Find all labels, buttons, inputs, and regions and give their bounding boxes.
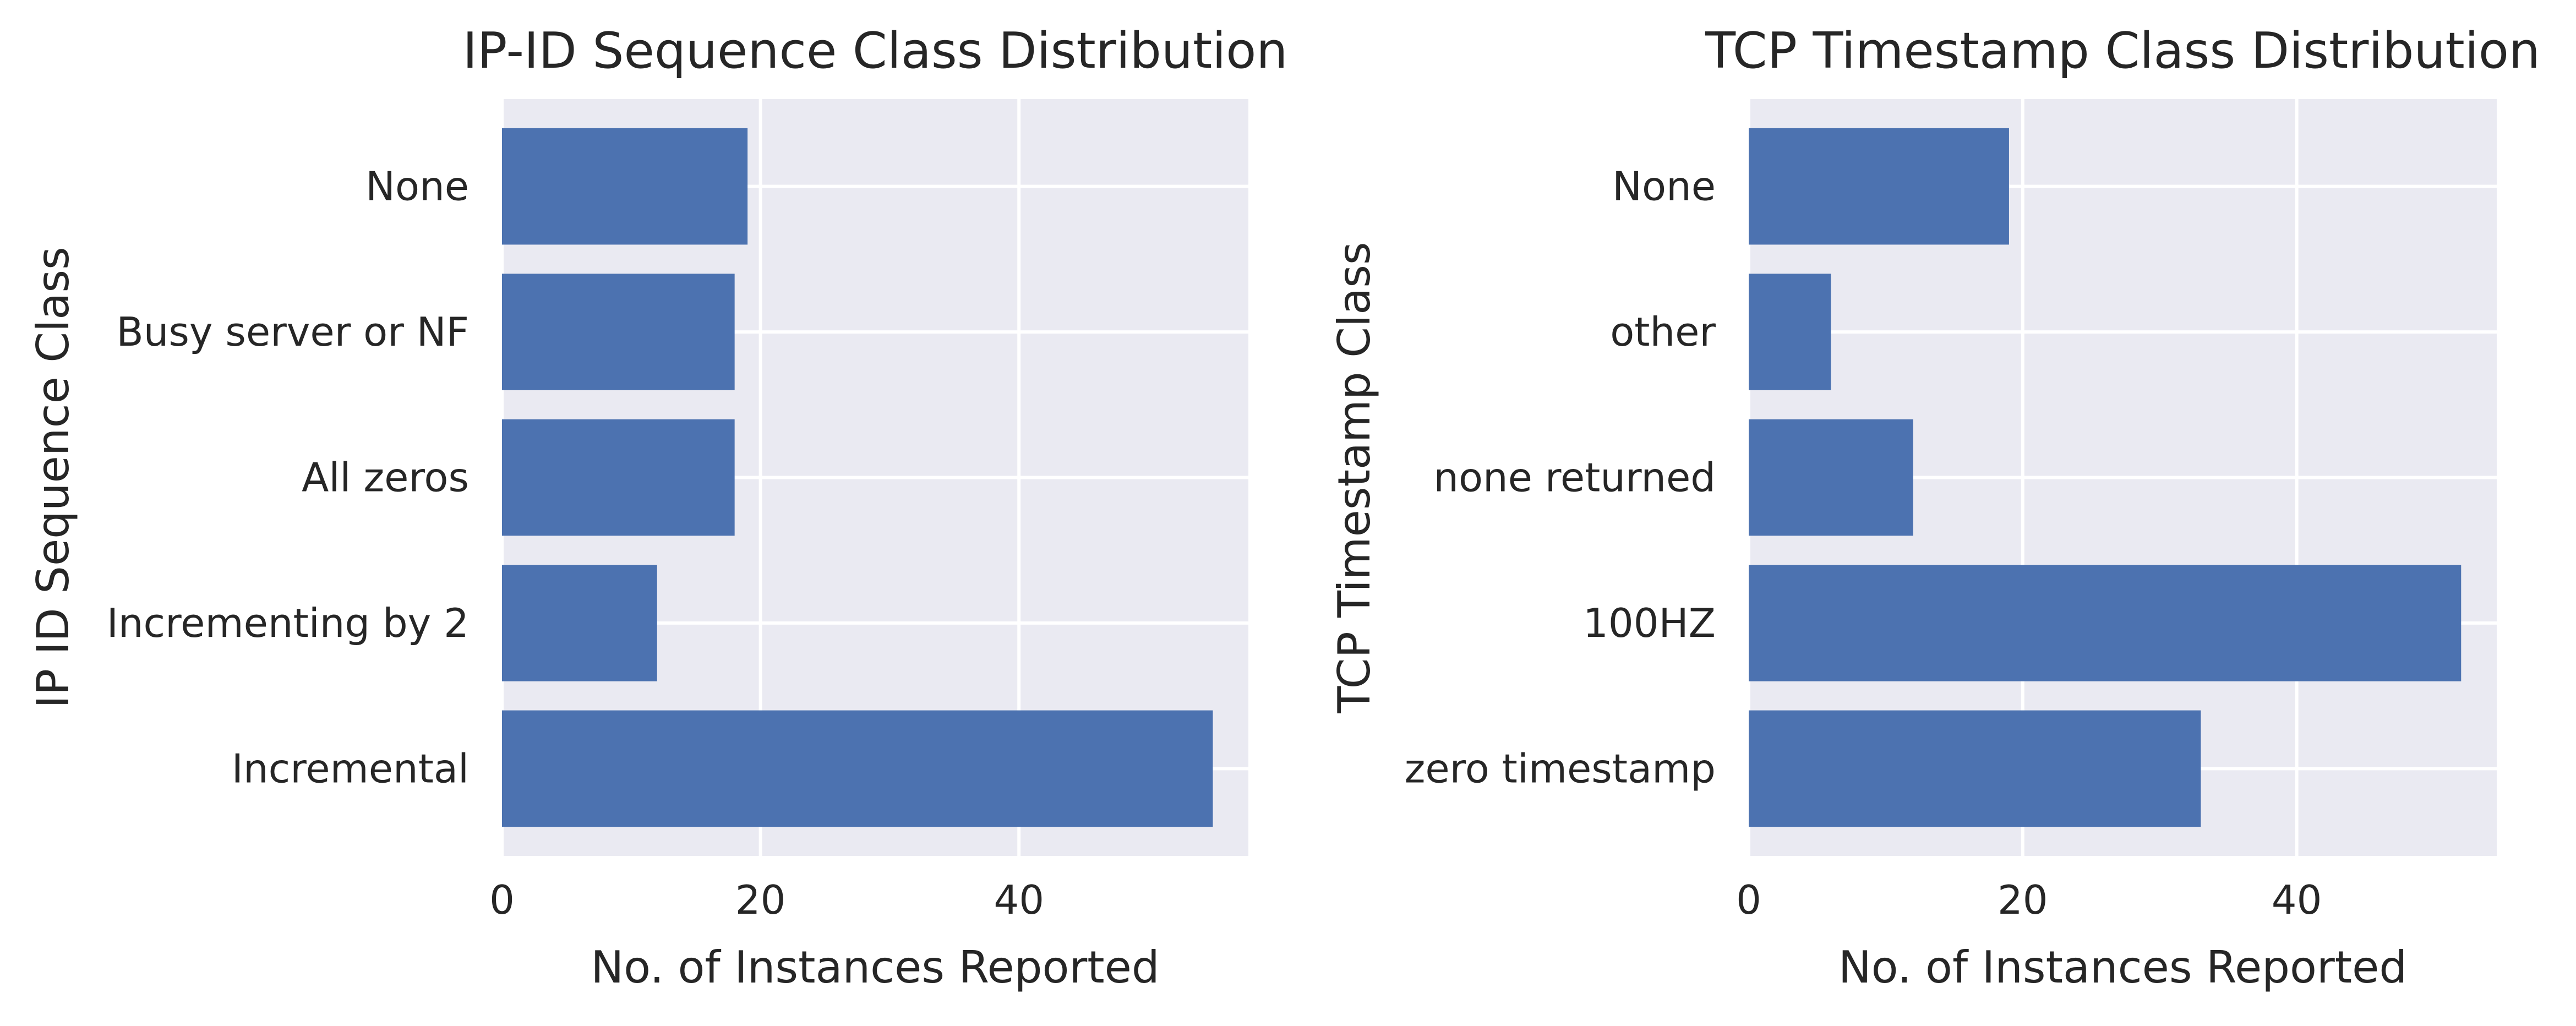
y-axis-label: IP ID Sequence Class <box>28 247 79 708</box>
x-axis-label: No. of Instances Reported <box>1838 942 2407 993</box>
x-axis-label: No. of Instances Reported <box>591 942 1159 993</box>
x-tick-label: 0 <box>489 877 515 923</box>
x-tick-labels: 0 20 40 <box>489 877 1044 923</box>
y-tick-label: 100HZ <box>1583 600 1716 646</box>
x-tick-label: 20 <box>735 877 786 923</box>
y-axis-label: TCP Timestamp Class <box>1329 242 1380 713</box>
y-tick-label: other <box>1610 309 1716 355</box>
bar-100hz <box>1749 565 2462 681</box>
x-tick-label: 40 <box>2272 877 2322 923</box>
y-tick-label: Incrementing by 2 <box>107 600 469 646</box>
chart-ip-id-sequence: Incremental Incrementing by 2 All zeros Bus… <box>28 22 1287 993</box>
bar-all-zeros <box>502 419 735 536</box>
bar-zero-timestamp <box>1749 710 2201 827</box>
x-tick-label: 0 <box>1736 877 1761 923</box>
bar-busy-server-or-nf <box>502 274 735 390</box>
y-tick-label: All zeros <box>302 455 469 501</box>
chart-title: TCP Timestamp Class Distribution <box>1705 22 2540 80</box>
bar-incrementing-by-2 <box>502 565 657 681</box>
y-tick-label: None <box>1612 163 1716 210</box>
x-tick-label: 40 <box>994 877 1044 923</box>
bar-none-returned <box>1749 419 1913 536</box>
y-tick-label: None <box>365 163 469 210</box>
y-tick-label: Incremental <box>232 745 469 792</box>
bar-none <box>502 128 748 245</box>
x-tick-label: 20 <box>1998 877 2048 923</box>
chart-tcp-timestamp: zero timestamp 100HZ none returned other Non… <box>1329 22 2540 993</box>
bar-incremental <box>502 710 1213 827</box>
y-tick-labels: Incremental Incrementing by 2 All zeros Bus… <box>107 163 469 792</box>
bar-none <box>1749 128 2009 245</box>
y-tick-label: zero timestamp <box>1405 745 1716 792</box>
y-tick-labels: zero timestamp 100HZ none returned other Non… <box>1405 163 1716 792</box>
bar-other <box>1749 274 1831 390</box>
y-tick-label: Busy server or NF <box>116 309 469 355</box>
bars <box>1749 128 2462 827</box>
chart-title: IP-ID Sequence Class Distribution <box>463 22 1288 80</box>
x-tick-labels: 0 20 40 <box>1736 877 2322 923</box>
bars <box>502 128 1213 827</box>
y-tick-label: none returned <box>1433 455 1716 501</box>
